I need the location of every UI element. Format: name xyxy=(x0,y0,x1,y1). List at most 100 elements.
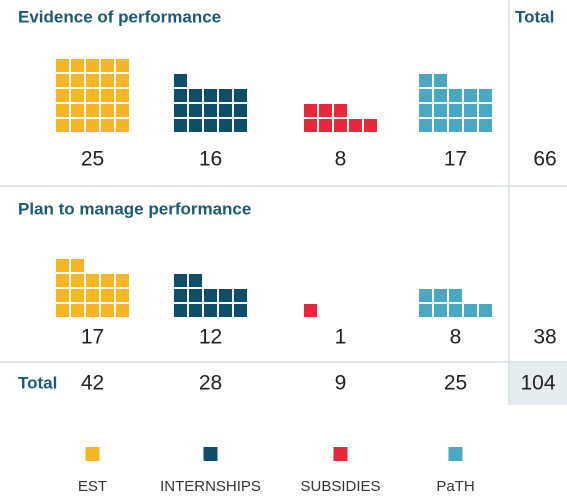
grand-total: 104 xyxy=(520,372,555,395)
waffle-square xyxy=(86,274,99,287)
waffle-square xyxy=(71,304,84,317)
waffle-square xyxy=(174,104,187,117)
waffle-square xyxy=(204,89,217,102)
row-total: 38 xyxy=(533,326,556,349)
waffle-square xyxy=(334,119,347,132)
waffle-square xyxy=(464,89,477,102)
waffle-square xyxy=(71,259,84,272)
waffle-square xyxy=(116,104,129,117)
value-label: 17 xyxy=(444,148,467,171)
waffle-square xyxy=(434,289,447,302)
waffle-square xyxy=(419,89,432,102)
waffle-square xyxy=(174,89,187,102)
column-total: 28 xyxy=(199,372,222,395)
waffle-square xyxy=(204,289,217,302)
waffle-square xyxy=(189,289,202,302)
waffle-square xyxy=(434,104,447,117)
waffle-square xyxy=(204,104,217,117)
waffle-square xyxy=(219,104,232,117)
total-header: Total xyxy=(515,7,554,26)
waffle-square xyxy=(86,304,99,317)
waffle-square xyxy=(449,104,462,117)
waffle-square xyxy=(204,304,217,317)
waffle-square xyxy=(116,274,129,287)
waffle-square xyxy=(101,59,114,72)
waffle-square xyxy=(304,119,317,132)
waffle-square xyxy=(219,289,232,302)
waffle-square xyxy=(56,274,69,287)
waffle-square xyxy=(234,104,247,117)
waffle-square xyxy=(449,289,462,302)
column-total: 25 xyxy=(444,372,467,395)
waffle-square xyxy=(419,104,432,117)
waffle-square xyxy=(364,119,377,132)
value-label: 25 xyxy=(81,148,104,171)
waffle-square xyxy=(86,74,99,87)
waffle-square xyxy=(86,119,99,132)
waffle-square xyxy=(71,89,84,102)
waffle-square xyxy=(479,304,492,317)
waffle-square xyxy=(434,89,447,102)
waffle-square xyxy=(71,289,84,302)
waffle-square xyxy=(434,119,447,132)
waffle-square xyxy=(101,89,114,102)
value-label: 8 xyxy=(450,326,462,349)
waffle-square xyxy=(174,304,187,317)
waffle-square xyxy=(86,89,99,102)
waffle-square xyxy=(464,119,477,132)
value-label: 16 xyxy=(199,148,222,171)
waffle-square xyxy=(419,119,432,132)
waffle-square xyxy=(419,74,432,87)
waffle-square xyxy=(116,304,129,317)
waffle-square xyxy=(234,89,247,102)
waffle-square xyxy=(56,89,69,102)
waffle-square xyxy=(189,304,202,317)
waffle-square xyxy=(189,89,202,102)
waffle-square xyxy=(449,89,462,102)
legend-swatch xyxy=(448,447,463,461)
waffle-square xyxy=(86,104,99,117)
waffle-square xyxy=(56,59,69,72)
waffle-square xyxy=(116,74,129,87)
legend-swatch xyxy=(85,447,100,461)
waffle-square xyxy=(71,104,84,117)
waffle-square xyxy=(419,304,432,317)
value-label: 8 xyxy=(335,148,347,171)
waffle-square xyxy=(56,304,69,317)
legend-swatch xyxy=(333,447,348,461)
waffle-square xyxy=(464,304,477,317)
waffle-square xyxy=(101,74,114,87)
waffle-square xyxy=(86,59,99,72)
value-label: 12 xyxy=(199,326,222,349)
waffle-square xyxy=(174,74,187,87)
legend-swatch xyxy=(203,447,218,461)
waffle-square xyxy=(464,104,477,117)
waffle-square xyxy=(116,289,129,302)
waffle-square xyxy=(189,104,202,117)
waffle-square xyxy=(219,119,232,132)
waffle-square xyxy=(449,304,462,317)
waffle-square xyxy=(189,274,202,287)
waffle-square xyxy=(71,119,84,132)
waffle-square xyxy=(479,119,492,132)
waffle-square xyxy=(56,259,69,272)
waffle-square xyxy=(71,74,84,87)
legend-label: EST xyxy=(78,478,107,495)
waffle-square xyxy=(479,104,492,117)
column-total: 9 xyxy=(335,372,347,395)
column-total: 42 xyxy=(81,372,104,395)
waffle-square xyxy=(56,104,69,117)
grand-total-cell xyxy=(509,363,567,405)
waffle-square xyxy=(479,89,492,102)
section-title: Evidence of performance xyxy=(18,7,221,26)
waffle-square xyxy=(101,274,114,287)
waffle-square xyxy=(101,104,114,117)
totals-label: Total xyxy=(18,373,57,392)
value-label: 1 xyxy=(335,326,347,349)
waffle-square xyxy=(219,304,232,317)
waffle-square xyxy=(174,274,187,287)
waffle-square xyxy=(434,74,447,87)
waffle-square xyxy=(189,119,202,132)
waffle-square xyxy=(174,289,187,302)
